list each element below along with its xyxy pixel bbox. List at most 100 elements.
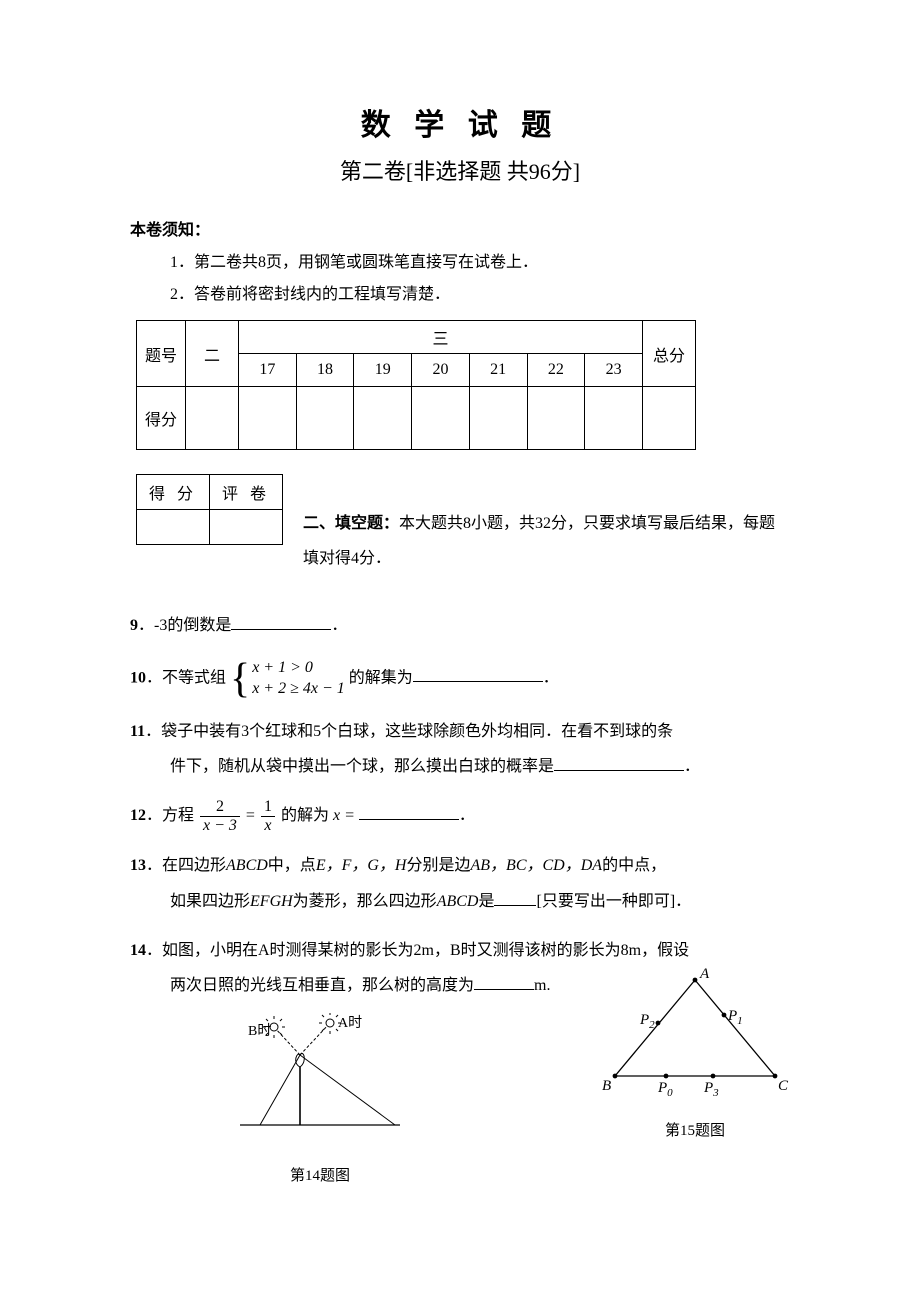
grader-box-cell — [137, 510, 210, 545]
q13-sides: AB，BC，CD，DA — [471, 857, 603, 874]
score-table-score-label: 得分 — [137, 387, 186, 450]
page-subtitle: 第二卷[非选择题 共96分] — [130, 154, 790, 186]
notice-list: 1．第二卷共8页，用钢笔或圆珠笔直接写在试卷上． 2．答卷前将密封线内的工程填写… — [170, 248, 790, 304]
figure-14: A时 B时 第14题图 — [230, 1013, 410, 1193]
q12-eq: = — [246, 807, 259, 824]
score-table-subcol: 22 — [527, 354, 585, 387]
fig15-P1s: 1 — [737, 1015, 743, 1027]
fig15-P3s: 3 — [712, 1087, 719, 1098]
blank — [359, 801, 459, 820]
score-cell — [469, 387, 527, 450]
q14-number: 14 — [130, 942, 146, 959]
q10-text-b: 的解集为 — [349, 669, 413, 686]
figure-15: A B C P0 P3 P2 P1 第15题图 — [600, 968, 790, 1148]
brace-icon: { — [230, 658, 250, 700]
question-12: 12．方程 2x − 3 = 1x 的解为 x = ． — [130, 798, 790, 834]
fig15-P2s: 2 — [649, 1019, 655, 1031]
q11-number: 11 — [130, 723, 145, 740]
q11-tail: ． — [684, 758, 700, 775]
q11-line2: 件下，随机从袋中摸出一个球，那么摸出白球的概率是 — [170, 758, 554, 775]
q10-tail: ． — [543, 669, 559, 686]
page-title: 数 学 试 题 — [130, 100, 790, 144]
q12-text-a: ．方程 — [146, 807, 194, 824]
q13-efgh: EFGH — [250, 893, 293, 910]
notice-item: 1．第二卷共8页，用钢笔或圆珠笔直接写在试卷上． — [170, 248, 790, 272]
q13-l2a: 如果四边形 — [170, 893, 250, 910]
q10-case2: x + 2 ≥ 4x − 1 — [252, 679, 345, 700]
triangle-figure: A B C P0 P3 P2 P1 — [600, 968, 790, 1098]
score-table-subcol: 19 — [354, 354, 412, 387]
q13-l1b: 中，点 — [268, 857, 316, 874]
question-10: 10．不等式组 { x + 1 > 0 x + 2 ≥ 4x − 1 的解集为 ． — [130, 658, 790, 700]
score-table-subcol: 23 — [585, 354, 643, 387]
fig14-label-A: A时 — [338, 1015, 362, 1031]
grader-box: 得 分 评 卷 — [136, 474, 283, 545]
q14-line2b: m. — [534, 977, 550, 994]
q10-number: 10 — [130, 669, 146, 686]
score-cell — [186, 387, 239, 450]
frac-num: 2 — [200, 798, 240, 817]
q10-case1: x + 1 > 0 — [252, 658, 345, 679]
frac-den: x — [261, 817, 275, 835]
blank — [554, 752, 684, 771]
q13-tail: [只要写出一种即可]． — [536, 893, 691, 910]
q9-number: 9 — [130, 617, 138, 634]
fig15-C: C — [778, 1078, 789, 1094]
q13-abcd2: ABCD — [437, 893, 479, 910]
grader-box-reviewer-label: 评 卷 — [210, 475, 283, 510]
score-cell — [239, 387, 297, 450]
svg-text:P1: P1 — [727, 1008, 743, 1027]
blank — [413, 664, 543, 683]
q14-line1: ．如图，小明在A时测得某树的影长为2m，B时又测得该树的影长为8m，假设 — [146, 942, 689, 959]
score-table: 题号 二 三 总分 17 18 19 20 21 22 23 得分 — [136, 320, 696, 450]
fig15-P2: P — [639, 1012, 649, 1028]
blank — [494, 887, 536, 906]
fraction: 1x — [261, 798, 275, 834]
fig15-caption: 第15题图 — [600, 1115, 790, 1148]
question-11: 11．袋子中装有3个红球和5个白球，这些球除颜色外均相同．在看不到球的条 件下，… — [130, 714, 790, 784]
q13-l1a: ．在四边形 — [146, 857, 226, 874]
frac-num: 1 — [261, 798, 275, 817]
score-cell — [643, 387, 696, 450]
blank — [474, 971, 534, 990]
q10-text-a: ．不等式组 — [146, 669, 226, 686]
fig15-P0s: 0 — [667, 1087, 673, 1098]
q13-abcd: ABCD — [226, 857, 268, 874]
q12-tail: ． — [459, 807, 475, 824]
notice-heading: 本卷须知： — [130, 216, 790, 240]
notice-item: 2．答卷前将密封线内的工程填写清楚． — [170, 280, 790, 304]
fraction: 2x − 3 — [200, 798, 240, 834]
score-table-subcol: 18 — [296, 354, 354, 387]
score-table-subcol: 21 — [469, 354, 527, 387]
grader-box-cell — [210, 510, 283, 545]
svg-text:P0: P0 — [657, 1080, 673, 1098]
q12-xeq: x = — [329, 807, 359, 824]
fig14-caption: 第14题图 — [230, 1160, 410, 1193]
q12-text-b: 的解为 — [281, 807, 329, 824]
fig14-label-B: B时 — [248, 1023, 271, 1039]
score-cell — [296, 387, 354, 450]
tree-shadow-figure: A时 B时 — [230, 1013, 410, 1143]
q9-text: ．-3的倒数是 — [138, 617, 231, 634]
score-table-subcol: 17 — [239, 354, 297, 387]
fig15-A: A — [699, 968, 710, 982]
question-9: 9．-3的倒数是． — [130, 608, 790, 643]
score-cell — [354, 387, 412, 450]
fig15-P0: P — [657, 1080, 667, 1096]
svg-text:P3: P3 — [703, 1080, 719, 1098]
q10-system: { x + 1 > 0 x + 2 ≥ 4x − 1 — [230, 658, 345, 700]
q13-l1d: 的中点， — [602, 857, 666, 874]
section2-intro-strong: 二、填空题： — [303, 515, 399, 532]
score-table-col-three: 三 — [239, 321, 643, 354]
score-cell — [585, 387, 643, 450]
fig15-P1: P — [727, 1008, 737, 1024]
score-table-col-two: 二 — [186, 321, 239, 387]
q14-line2a: 两次日照的光线互相垂直，那么树的高度为 — [170, 977, 474, 994]
q11-line1: ．袋子中装有3个红球和5个白球，这些球除颜色外均相同．在看不到球的条 — [145, 723, 673, 740]
score-cell — [527, 387, 585, 450]
blank — [231, 612, 331, 631]
svg-text:P2: P2 — [639, 1012, 655, 1031]
question-13: 13．在四边形ABCD中，点E，F，G，H分别是边AB，BC，CD，DA的中点，… — [130, 848, 790, 918]
frac-den: x − 3 — [200, 817, 240, 835]
q12-number: 12 — [130, 807, 146, 824]
